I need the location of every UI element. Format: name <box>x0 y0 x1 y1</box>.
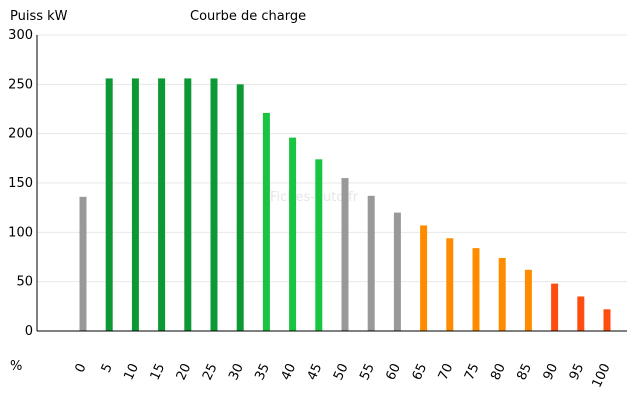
x-tick-label: 95 <box>567 361 588 382</box>
bar-85 <box>524 269 532 331</box>
bar-30 <box>236 84 244 331</box>
bar-15 <box>158 78 166 331</box>
y-tick-labels: 0 50 100 150 200 250 300 <box>8 28 33 339</box>
bar-45 <box>315 159 323 331</box>
x-tick-label: 25 <box>200 361 221 382</box>
x-tick-label: 85 <box>514 361 535 382</box>
bar-60 <box>393 212 401 331</box>
x-tick-label: 45 <box>305 361 326 382</box>
x-tick-label: 65 <box>410 361 431 382</box>
x-tick-label: 40 <box>279 361 300 382</box>
bar-50 <box>341 178 349 331</box>
bar-25 <box>210 78 218 331</box>
bar-40 <box>289 137 297 331</box>
y-tick-label: 50 <box>16 275 33 290</box>
x-tick-label: 5 <box>99 361 116 375</box>
bar-35 <box>262 112 270 332</box>
x-tick-label: 70 <box>436 361 457 382</box>
x-tick-label: 30 <box>226 361 247 382</box>
y-tick-label: 200 <box>8 127 33 142</box>
gridlines <box>37 34 627 283</box>
y-axis-label: Puiss kW <box>10 9 68 24</box>
bar-80 <box>498 257 506 331</box>
chart-title: Courbe de charge <box>190 9 306 24</box>
bar-65 <box>420 225 428 331</box>
x-tick-label: 15 <box>148 361 169 382</box>
x-tick-label: 55 <box>357 361 378 382</box>
x-tick-label: 50 <box>331 361 352 382</box>
bar-70 <box>446 238 454 331</box>
x-tick-label: 75 <box>462 361 483 382</box>
x-tick-label: 20 <box>174 361 195 382</box>
x-tick-label: 35 <box>252 361 273 382</box>
y-tick-label: 0 <box>25 324 33 339</box>
x-axis-label: % <box>10 359 22 374</box>
y-tick-label: 100 <box>8 225 33 240</box>
x-tick-label: 0 <box>73 361 90 375</box>
bar-0 <box>79 196 87 331</box>
y-tick-label: 300 <box>8 28 33 43</box>
bar-5 <box>105 78 113 331</box>
bar-100 <box>603 309 611 331</box>
x-tick-label: 60 <box>383 361 404 382</box>
bar-75 <box>472 248 480 331</box>
bar-20 <box>184 78 192 331</box>
x-tick-label: 80 <box>488 361 509 382</box>
bar-55 <box>367 195 375 331</box>
y-tick-label: 250 <box>8 77 33 92</box>
bar-90 <box>551 283 559 331</box>
bar-10 <box>131 78 139 331</box>
x-tick-label: 90 <box>541 361 562 382</box>
x-tick-label: 10 <box>121 361 142 382</box>
bars <box>79 78 611 332</box>
y-tick-label: 150 <box>8 176 33 191</box>
x-tick-labels: 0 5 10 15 20 25 30 35 40 45 50 55 60 65 70 75 80 85 90 95 10… <box>73 361 614 390</box>
bar-95 <box>577 296 585 331</box>
x-tick-label: 100 <box>590 361 614 390</box>
